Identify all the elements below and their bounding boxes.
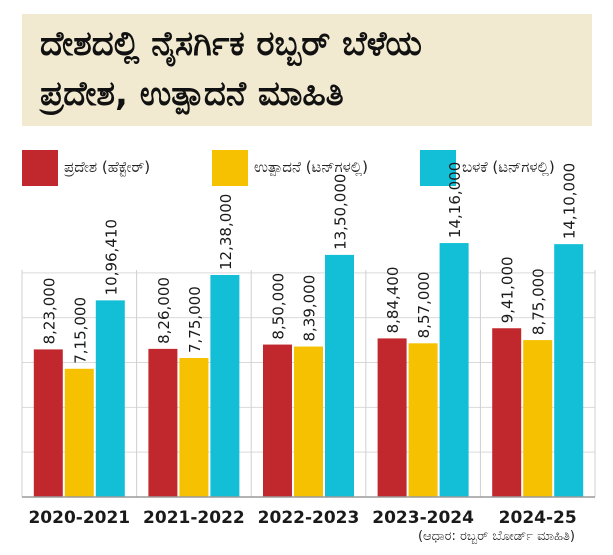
x-tick-label: 2024-25 (499, 508, 577, 528)
bar (325, 254, 354, 497)
bar (492, 328, 522, 497)
legend: ಪ್ರದೇಶ (ಹೆಕ್ಟೇರ್) ಉತ್ಪಾದನೆ (ಟನ್‌ಗಳಲ್ಲಿ) … (22, 150, 592, 186)
bar (439, 243, 469, 497)
data-label: 14,16,000 (446, 162, 464, 238)
legend-swatch-area (22, 150, 58, 186)
data-label: 8,75,000 (530, 268, 548, 335)
data-label: 7,15,000 (71, 297, 89, 364)
chart-title-line-1: ದೇಶದಲ್ಲಿ ನೈಸರ್ಗಿಕ ರಬ್ಬರ್ ಬೆಳೆಯ (40, 24, 422, 64)
bar (377, 338, 407, 497)
bar (210, 274, 240, 497)
data-label: 8,84,400 (384, 267, 402, 334)
data-label: 8,57,000 (415, 272, 433, 339)
source-note: (ಆಧಾರ: ರಬ್ಬರ್ ಬೋರ್ಡ್ ಮಾಹಿತಿ) (417, 529, 575, 544)
legend-swatch-consumption (420, 150, 456, 186)
bar (64, 368, 94, 497)
bar (408, 343, 438, 497)
data-label: 14,10,000 (561, 163, 579, 239)
bar (179, 358, 209, 497)
data-label: 9,41,000 (499, 256, 517, 323)
data-label: 8,50,000 (270, 273, 288, 340)
x-tick-label: 2023-2024 (372, 508, 474, 528)
legend-label-area: ಪ್ರದೇಶ (ಹೆಕ್ಟೇರ್) (64, 158, 151, 176)
bar (294, 346, 323, 497)
x-tick-label: 2022-2023 (258, 508, 360, 528)
bar (263, 344, 292, 497)
data-label: 10,96,410 (102, 219, 120, 295)
bar (95, 300, 125, 497)
data-label: 8,23,000 (40, 278, 58, 345)
x-tick-label: 2020-2021 (28, 508, 130, 528)
bar (523, 340, 553, 497)
bar (148, 348, 178, 497)
bar (33, 349, 63, 497)
data-label: 8,26,000 (155, 277, 173, 344)
legend-label-consumption: ಬಳಕೆ (ಟನ್‌ಗಳಲ್ಲಿ) (462, 158, 555, 176)
title-box: ದೇಶದಲ್ಲಿ ನೈಸರ್ಗಿಕ ರಬ್ಬರ್ ಬೆಳೆಯ ಪ್ರದೇಶ, ಉ… (22, 14, 592, 126)
data-label: 12,38,000 (217, 194, 235, 270)
bar (554, 244, 584, 497)
data-label: 13,50,000 (332, 174, 350, 250)
legend-label-production: ಉತ್ಪಾದನೆ (ಟನ್‌ಗಳಲ್ಲಿ) (254, 158, 368, 176)
data-label: 7,75,000 (186, 286, 204, 353)
x-tick-label: 2021-2022 (143, 508, 245, 528)
chart-title-line-2: ಪ್ರದೇಶ, ಉತ್ಪಾದನೆ ಮಾಹಿತಿ (40, 74, 344, 114)
legend-swatch-production (212, 150, 248, 186)
data-label: 8,39,000 (301, 275, 319, 342)
